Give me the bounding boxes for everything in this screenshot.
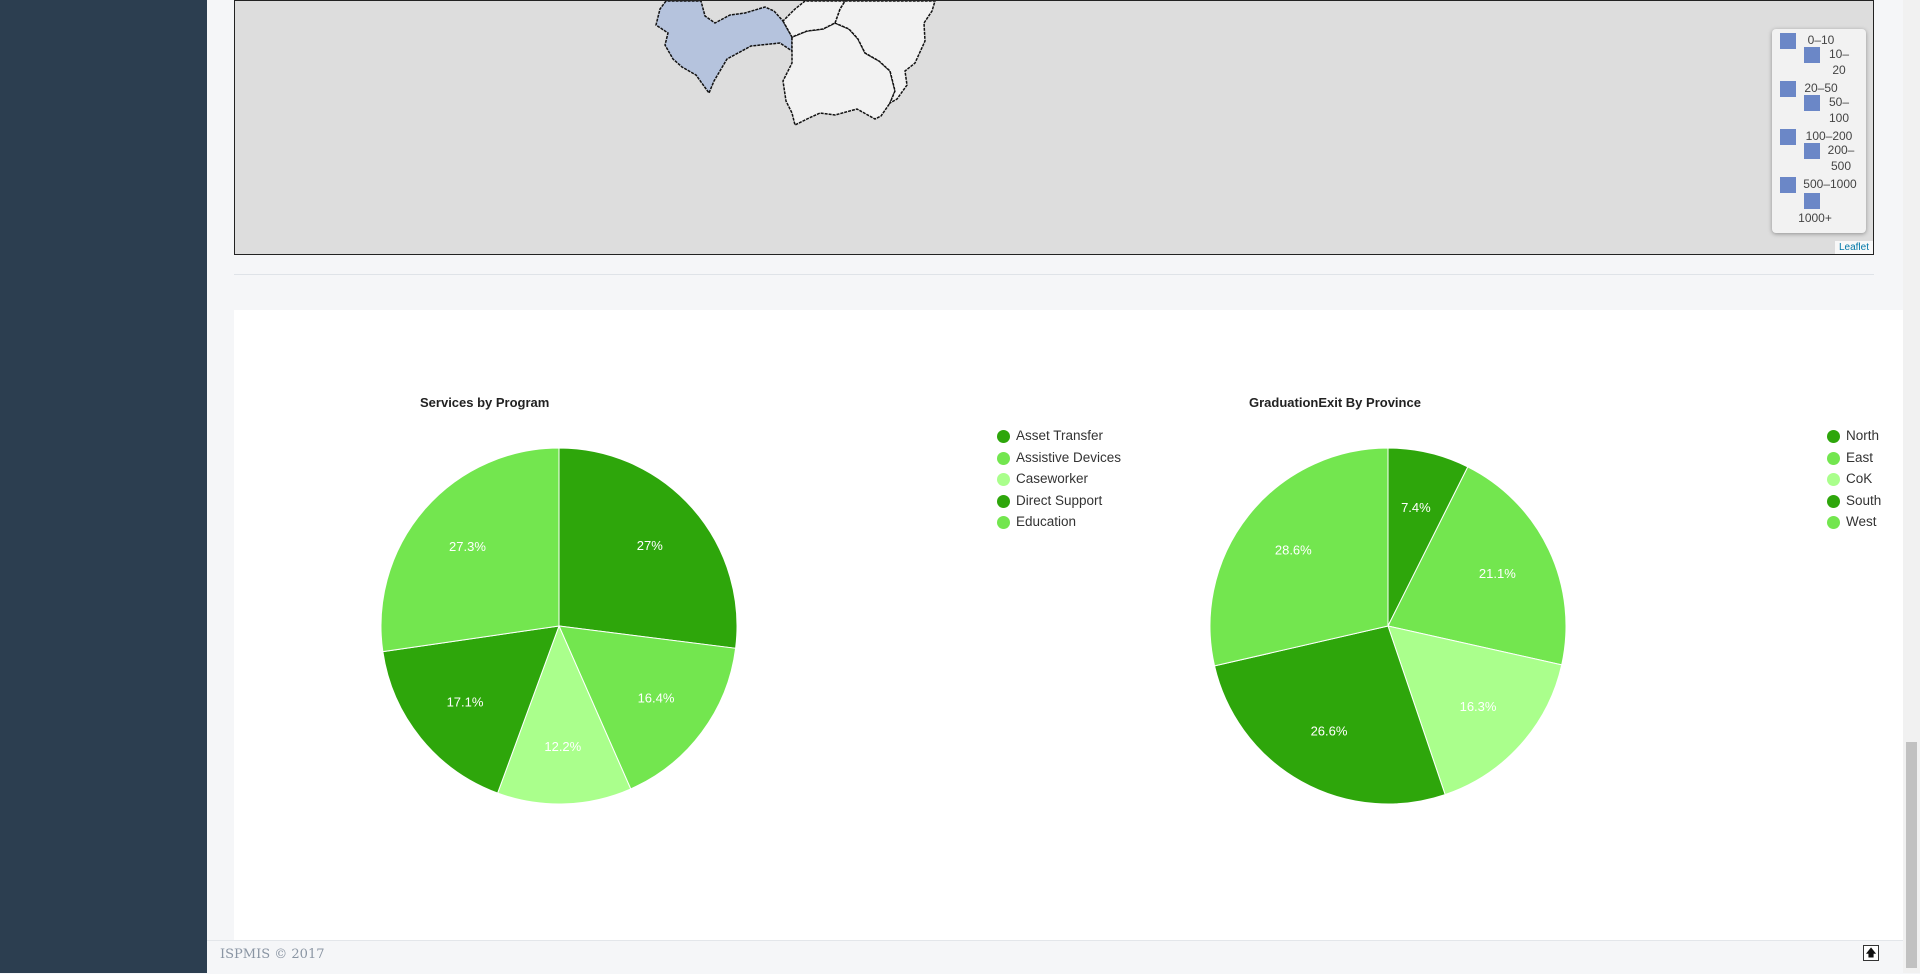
legend-range-label: 10–20 — [1828, 47, 1850, 77]
pie-slice[interactable] — [1209, 447, 1389, 667]
legend-dot — [1827, 473, 1840, 486]
slice-percent-label: 26.6% — [1311, 724, 1348, 739]
chart-title-graduation: GraduationExit By Province — [1249, 395, 1421, 410]
legend-dot — [1827, 494, 1840, 508]
pie-slice[interactable] — [1387, 625, 1563, 796]
legend-label: Asset Transfer — [1016, 428, 1104, 443]
legend-label: Direct Support — [1016, 492, 1103, 508]
slice-percent-label: 21.1% — [1479, 566, 1516, 581]
slice-percent-label: 28.6% — [1275, 543, 1312, 558]
legend-range-label: 1000+ — [1798, 211, 1832, 225]
footer-copyright: ISPMIS © 2017 — [220, 947, 325, 962]
scrollbar-thumb[interactable] — [1906, 742, 1917, 968]
legend-dot — [997, 473, 1010, 486]
legend-label: East — [1846, 449, 1874, 465]
slice-percent-label: 12.2% — [544, 739, 581, 754]
map-region-cok — [782, 1, 846, 38]
arrow-up-icon[interactable]: 🡅 — [1863, 945, 1879, 961]
slice-percent-label: 16.3% — [1460, 699, 1497, 714]
legend-swatch — [1780, 129, 1796, 145]
legend-swatch — [1804, 47, 1820, 63]
legend-label: West — [1846, 514, 1877, 529]
legend-label: South — [1846, 492, 1882, 508]
legend-range-label: 50–100 — [1828, 95, 1850, 125]
legend-dot — [1827, 451, 1840, 465]
province-map[interactable]: 0–10 10–20 20–50 50–100 100–200 200–500 500–10… — [234, 0, 1874, 255]
legend-range-label: 0–10 — [1807, 33, 1835, 47]
pie-slice[interactable] — [497, 624, 632, 805]
pie-chart-services[interactable]: 27% 16.4% 12.2% 17.1% 27.3% — [379, 446, 739, 806]
legend-swatch — [1780, 81, 1796, 97]
legend-label: CoK — [1846, 471, 1873, 486]
section-divider — [234, 274, 1874, 275]
legend-range-label: 500–1000 — [1803, 177, 1857, 191]
slice-percent-label: 7.4% — [1401, 500, 1431, 515]
legend-range-label: 200–500 — [1827, 143, 1855, 173]
legend-dot — [1827, 516, 1840, 529]
legend-label: North — [1846, 428, 1880, 443]
map-region-highlighted — [655, 1, 793, 95]
legend-swatch — [1780, 33, 1796, 49]
legend-range-label: 100–200 — [1805, 129, 1853, 143]
pie-slice[interactable] — [558, 625, 737, 790]
footer: ISPMIS © 2017 🡅 — [207, 940, 1903, 974]
pie-slice[interactable] — [380, 447, 560, 653]
legend-dot — [1827, 430, 1840, 443]
slice-percent-label: 17.1% — [447, 694, 484, 709]
legend-label: Caseworker — [1016, 471, 1089, 486]
pie-slice[interactable] — [382, 625, 560, 794]
leaflet-attribution-link[interactable]: Leaflet — [1834, 241, 1873, 254]
map-regions[interactable] — [235, 1, 1874, 255]
chart-title-services: Services by Program — [420, 395, 550, 410]
legend-dot — [997, 516, 1010, 529]
legend-range-label: 20–50 — [1804, 81, 1838, 95]
legend-dot — [997, 494, 1010, 508]
legend-swatch — [1804, 95, 1820, 111]
sidebar — [0, 0, 207, 973]
page-scrollbar[interactable] — [1903, 0, 1920, 973]
pie-chart-graduation[interactable]: 7.4% 21.1% 16.3% 26.6% 28.6% — [1208, 446, 1568, 806]
legend-dot — [997, 451, 1010, 465]
legend-dot — [997, 430, 1010, 443]
legend-swatch — [1780, 177, 1796, 193]
pie-slice[interactable] — [1387, 466, 1567, 666]
charts-panel: Services by Program 27% 16.4% 12.2% 17.1% 27… — [234, 310, 1903, 942]
pie-slice[interactable] — [558, 447, 738, 649]
legend-label: Assistive Devices — [1016, 449, 1122, 465]
slice-percent-label: 16.4% — [638, 690, 675, 705]
slice-percent-label: 27% — [637, 538, 663, 553]
legend-label: Education — [1016, 514, 1077, 529]
legend-swatch — [1804, 143, 1820, 159]
map-region-east — [834, 1, 936, 105]
legend-swatch — [1804, 193, 1820, 209]
pie-slice[interactable] — [1213, 625, 1446, 805]
map-legend: 0–10 10–20 20–50 50–100 100–200 200–500 500–10… — [1772, 29, 1866, 233]
main-content: 0–10 10–20 20–50 50–100 100–200 200–500 500–10… — [207, 0, 1903, 973]
slice-percent-label: 27.3% — [449, 539, 486, 554]
